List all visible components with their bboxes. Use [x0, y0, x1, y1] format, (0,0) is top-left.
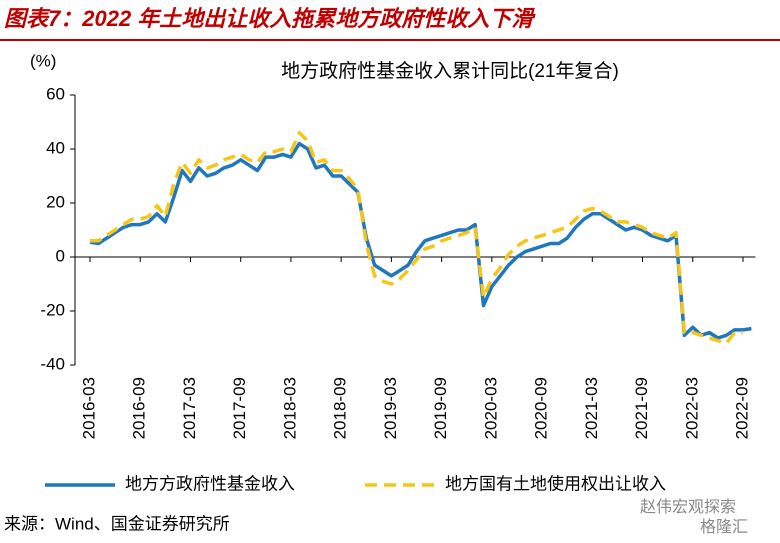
series-line	[90, 131, 743, 346]
x-tick-label: 2017-09	[230, 377, 249, 439]
watermark: 格隆汇	[700, 518, 748, 536]
x-tick-label: 2020-03	[481, 377, 500, 439]
x-tick-label: 2022-03	[682, 377, 701, 439]
y-tick-label: -40	[40, 354, 65, 373]
y-tick-label: 60	[46, 84, 65, 103]
source: 来源：Wind、国金证券研究所	[4, 514, 230, 533]
y-tick-label: 40	[46, 138, 65, 157]
y-tick-label: 0	[56, 246, 65, 265]
x-tick-label: 2016-03	[79, 377, 98, 439]
x-tick-label: 2019-09	[431, 377, 450, 439]
x-tick-label: 2017-03	[180, 377, 199, 439]
x-tick-label: 2021-09	[632, 377, 651, 439]
x-tick-label: 2021-03	[582, 377, 601, 439]
x-tick-label: 2022-09	[732, 377, 751, 439]
series-line	[89, 141, 752, 340]
y-unit: (%)	[30, 51, 56, 70]
x-tick-label: 2018-03	[280, 377, 299, 439]
x-tick-label: 2018-09	[331, 377, 350, 439]
legend-label: 地方国有土地使用权出让收入	[445, 473, 666, 493]
legend-label: 地方方政府性基金收入	[125, 474, 295, 493]
x-tick-label: 2020-09	[532, 377, 551, 439]
x-tick-label: 2016-09	[130, 377, 149, 439]
y-tick-label: 20	[46, 192, 65, 211]
chart-title: 地方政府性基金收入累计同比(21年复合)	[281, 60, 619, 82]
header-title: 图表7：2022 年土地出让收入拖累地方政府性收入下滑	[4, 6, 536, 31]
y-tick-label: -20	[40, 300, 65, 319]
watermark: 赵伟宏观探索	[640, 498, 736, 516]
x-tick-label: 2019-03	[381, 377, 400, 439]
